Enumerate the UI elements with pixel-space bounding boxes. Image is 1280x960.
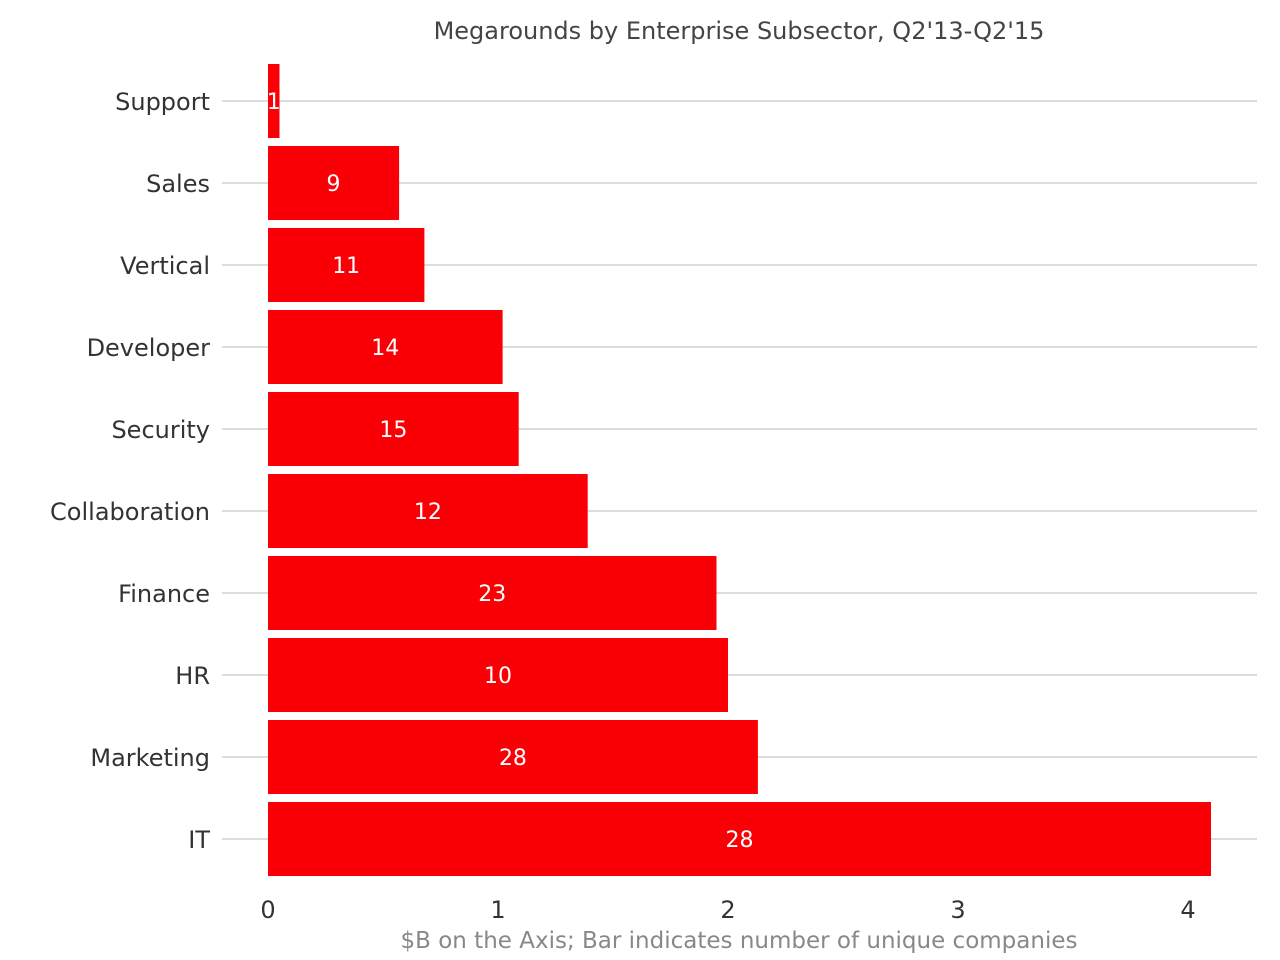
bar-hr: [268, 638, 728, 712]
x-tick-2: 2: [720, 896, 735, 924]
category-label-support: Support: [115, 88, 210, 116]
category-label-vertical: Vertical: [120, 252, 210, 280]
category-label-security: Security: [111, 416, 210, 444]
bar-label-it: 28: [726, 828, 754, 853]
bar-sales: [268, 146, 400, 220]
bar-label-developer: 14: [371, 336, 399, 361]
bar-label-vertical: 11: [332, 254, 360, 279]
chart-title: Megarounds by Enterprise Subsector, Q2'1…: [434, 17, 1045, 45]
x-axis-label: $B on the Axis; Bar indicates number of …: [401, 928, 1078, 954]
bar-label-support: 1: [267, 90, 281, 115]
x-tick-1: 1: [490, 896, 505, 924]
category-label-sales: Sales: [146, 170, 210, 198]
category-label-marketing: Marketing: [90, 744, 210, 772]
bar-finance: [268, 556, 717, 630]
bar-developer: [268, 310, 503, 384]
bar-collaboration: [268, 474, 588, 548]
category-label-developer: Developer: [87, 334, 211, 362]
bar-label-security: 15: [379, 418, 407, 443]
bar-marketing: [268, 720, 758, 794]
x-tick-4: 4: [1180, 896, 1195, 924]
x-tick-labels: 0 1 2 3 4: [260, 896, 1195, 924]
bar-label-collaboration: 12: [414, 500, 442, 525]
bar-label-marketing: 28: [499, 746, 527, 771]
bars: 1 9 11 14 15 12 23 10 28 28: [267, 64, 1211, 876]
bar-it: [268, 802, 1211, 876]
bar-vertical: [268, 228, 425, 302]
category-label-it: IT: [188, 826, 210, 854]
category-label-finance: Finance: [118, 580, 210, 608]
bar-support: [268, 64, 280, 138]
category-label-hr: HR: [175, 662, 210, 690]
category-label-collaboration: Collaboration: [50, 498, 210, 526]
bar-label-finance: 23: [478, 582, 506, 607]
x-tick-0: 0: [260, 896, 275, 924]
bar-security: [268, 392, 519, 466]
bar-label-sales: 9: [327, 172, 341, 197]
bar-label-hr: 10: [484, 664, 512, 689]
x-tick-3: 3: [950, 896, 965, 924]
category-labels: Support Sales Vertical Developer Security Col…: [50, 88, 210, 854]
